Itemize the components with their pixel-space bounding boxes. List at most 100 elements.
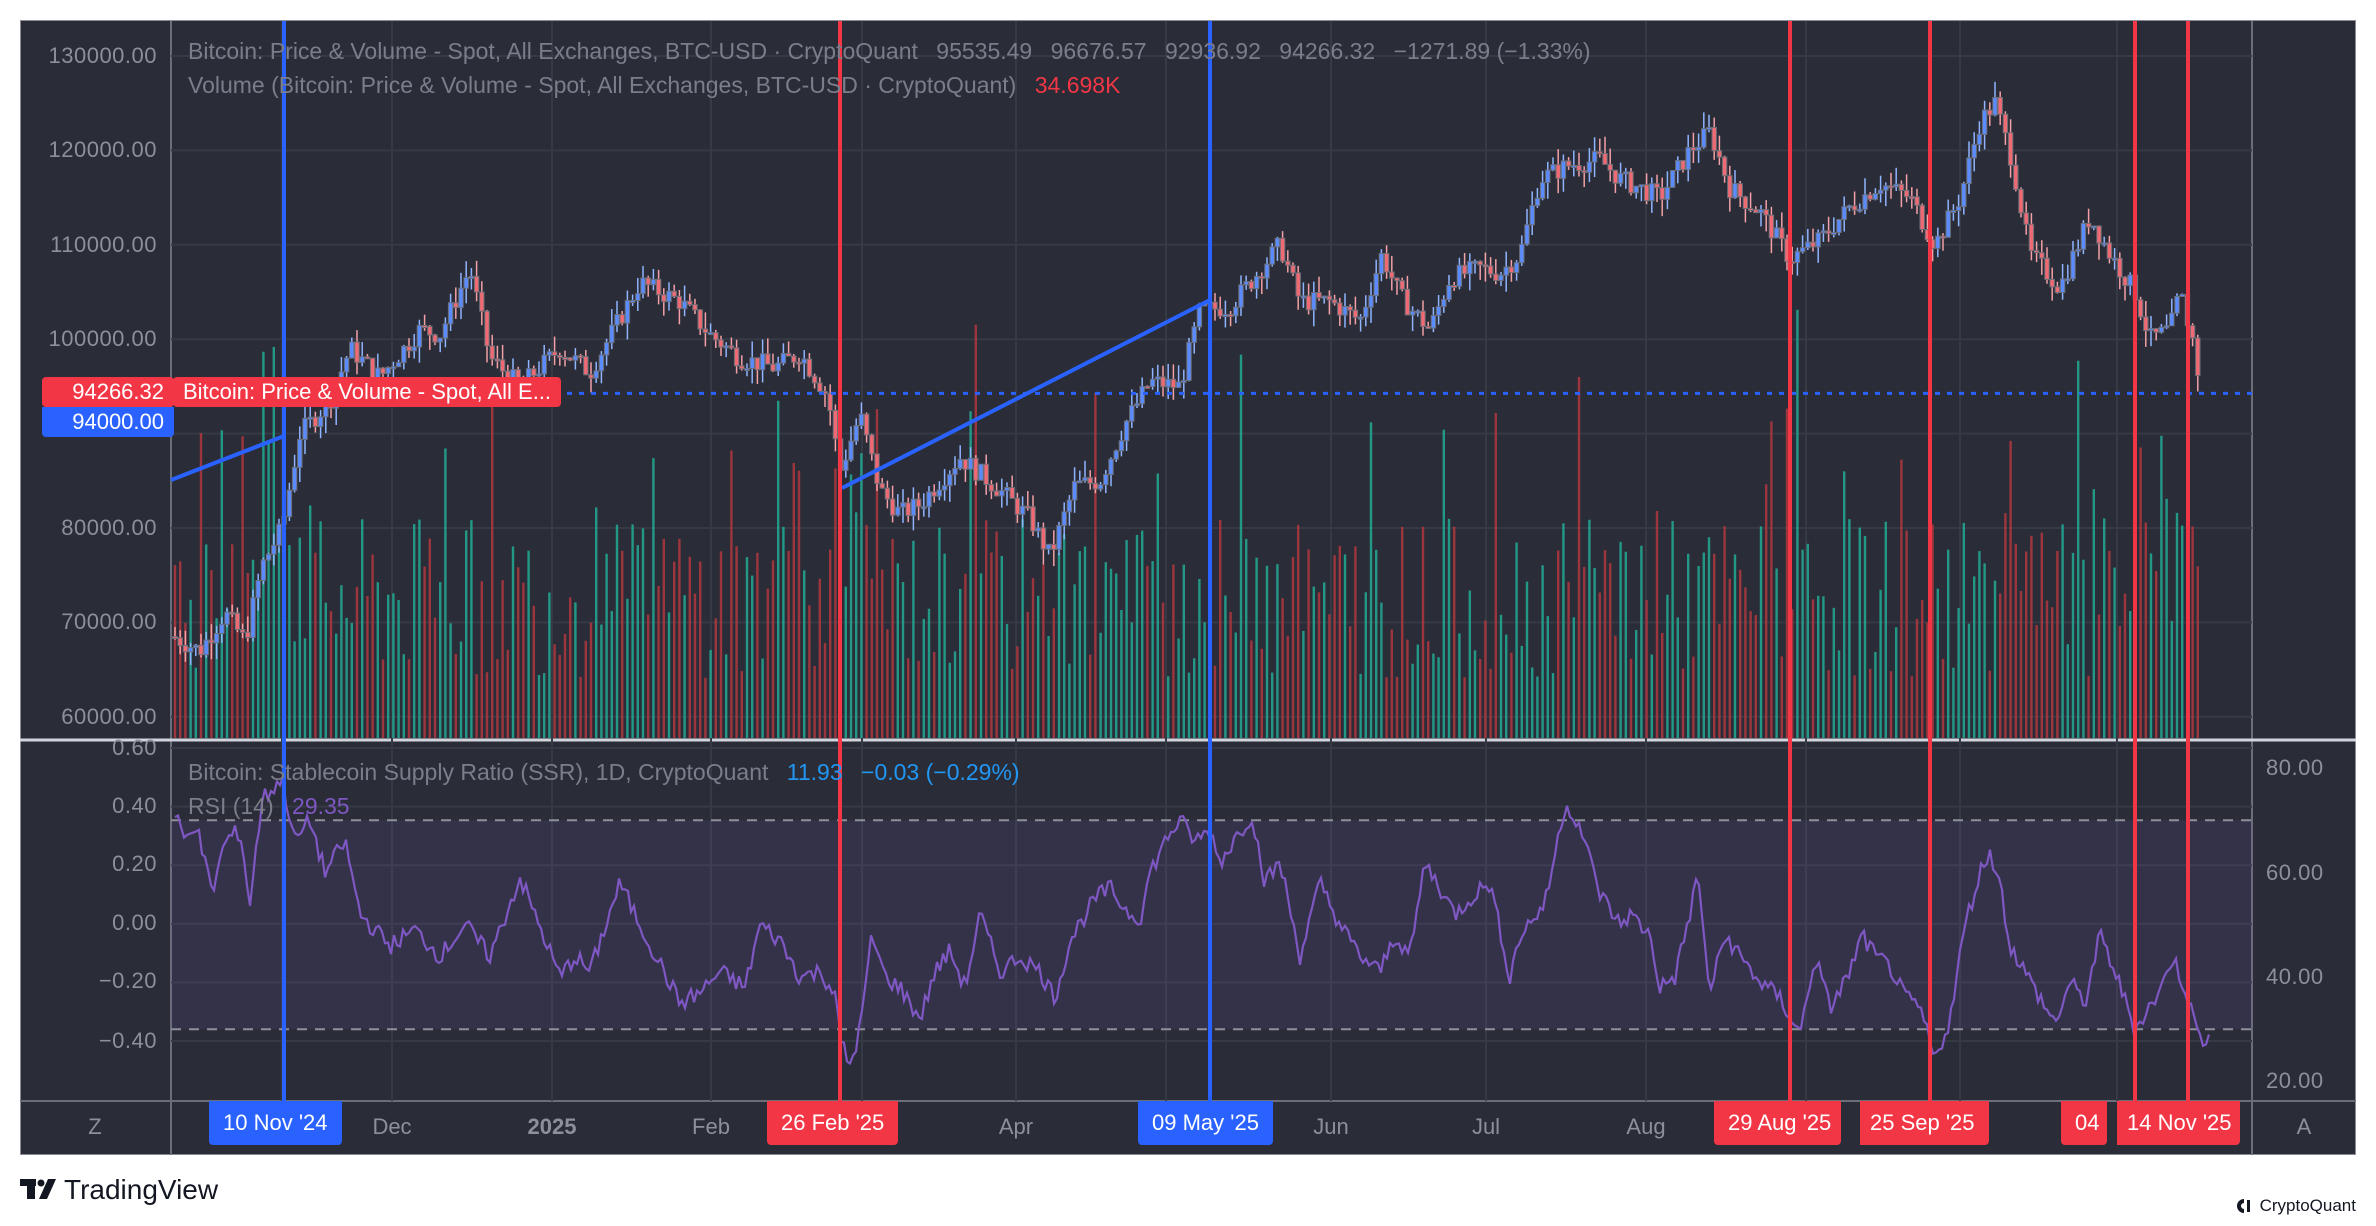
volume-bar <box>1853 675 1856 738</box>
price-legend[interactable]: Bitcoin: Price & Volume - Spot, All Exch… <box>188 38 1591 65</box>
candle-body <box>1482 264 1489 268</box>
candle-body <box>879 482 885 489</box>
rsi-legend[interactable]: RSI (14) 29.35 <box>188 793 350 820</box>
candle-body <box>1857 208 1863 212</box>
candle-body <box>1519 243 1525 264</box>
candle-body <box>1503 266 1509 276</box>
volume-bar <box>1447 518 1451 738</box>
volume-bar <box>719 551 723 738</box>
volume-bar <box>865 524 868 738</box>
volume-bar <box>402 654 405 738</box>
volume-bar <box>1801 549 1804 738</box>
candle-body <box>572 355 579 361</box>
volume-bar <box>569 597 572 738</box>
candle-body <box>468 275 475 279</box>
candle-body <box>265 553 272 561</box>
candle-body <box>1898 183 1905 191</box>
volume-bar <box>1073 584 1076 738</box>
volume-bar <box>969 411 972 738</box>
volume-bar <box>1406 639 1409 738</box>
candle-body <box>1342 306 1348 316</box>
candle-body <box>312 416 319 428</box>
volume-bar <box>2170 620 2173 738</box>
candle-body <box>1742 196 1749 209</box>
candle-body <box>390 366 397 370</box>
candle-body <box>1357 316 1364 320</box>
volume-bar <box>257 597 260 738</box>
candle-body <box>1940 235 1946 239</box>
candle-body <box>1711 126 1717 152</box>
candle-body <box>1513 262 1520 274</box>
volume-bar <box>678 538 681 738</box>
volume-bar <box>1640 545 1643 738</box>
candle-body <box>1623 171 1629 175</box>
volume-bar <box>1193 658 1196 738</box>
candle-body <box>1862 194 1868 210</box>
candle-body <box>723 345 729 349</box>
volume-bar <box>2087 675 2090 738</box>
candle-body <box>1508 266 1515 274</box>
volume-bar <box>1728 578 1731 738</box>
volume-legend[interactable]: Volume (Bitcoin: Price & Volume - Spot, … <box>188 72 1120 99</box>
candle-body <box>411 346 417 352</box>
candle-body <box>1872 192 1879 200</box>
candle-body <box>1690 147 1697 151</box>
volume-value: 34.698K <box>1034 72 1121 98</box>
candle-body <box>499 359 506 372</box>
candle-body <box>1352 309 1359 318</box>
rsi-value: 29.35 <box>292 793 350 819</box>
candle-body <box>832 410 839 440</box>
ohlc-close: 94266.32 <box>1279 38 1376 64</box>
candle-body <box>1321 295 1327 299</box>
volume-bar <box>1239 354 1243 738</box>
candle-body <box>2007 132 2014 166</box>
volume-bar <box>1307 549 1310 738</box>
volume-bar <box>1083 546 1087 738</box>
candle-body <box>224 611 230 625</box>
volume-bar <box>1557 550 1560 738</box>
candle-body <box>1992 96 1998 116</box>
candle-body <box>2195 337 2201 377</box>
trendline <box>170 434 285 482</box>
marker-tag-red: 04 <box>2061 1101 2108 1145</box>
candle-body <box>1461 264 1468 275</box>
zoom-reset-button[interactable]: Z <box>88 1114 102 1139</box>
ssr-legend[interactable]: Bitcoin: Stablecoin Supply Ratio (SSR), … <box>188 759 1020 786</box>
auto-scale-button[interactable]: A <box>2296 1114 2312 1139</box>
volume-bar <box>1791 609 1794 738</box>
candle-body <box>941 485 948 491</box>
volume-bar <box>1401 526 1404 738</box>
candle-body <box>1555 164 1561 179</box>
candle-body <box>1685 147 1691 171</box>
volume-bar <box>605 553 608 738</box>
volume-bar <box>922 618 925 738</box>
candle-body <box>988 484 995 492</box>
candle-body <box>993 490 1000 497</box>
volume-bar <box>236 624 239 738</box>
volume-bar <box>1780 656 1783 738</box>
ssr-tick: 0.00 <box>112 910 157 935</box>
time-label: Feb <box>692 1114 730 1139</box>
volume-bar <box>1135 534 1139 738</box>
volume-bar <box>1380 602 1383 738</box>
volume-bar <box>1598 592 1601 738</box>
candle-body <box>1082 477 1088 482</box>
volume-bar <box>1463 677 1466 738</box>
candle-body <box>255 580 261 599</box>
volume-bar <box>1094 393 1097 738</box>
volume-bar <box>1484 620 1487 738</box>
candle-body <box>1945 210 1951 238</box>
candle-body <box>239 629 246 633</box>
volume-bar <box>725 654 728 738</box>
volume-bar <box>303 638 307 738</box>
candle-body <box>1961 183 1967 208</box>
volume-bar <box>907 658 910 738</box>
volume-bar <box>1115 573 1118 738</box>
tradingview-logo[interactable]: TradingView <box>20 1174 218 1206</box>
volume-bar <box>1702 552 1705 738</box>
volume-bar <box>2103 518 2106 738</box>
marker-tag-red: 14 Nov '25 <box>2117 1101 2240 1145</box>
volume-bar <box>2025 551 2028 738</box>
candle-body <box>250 597 256 639</box>
